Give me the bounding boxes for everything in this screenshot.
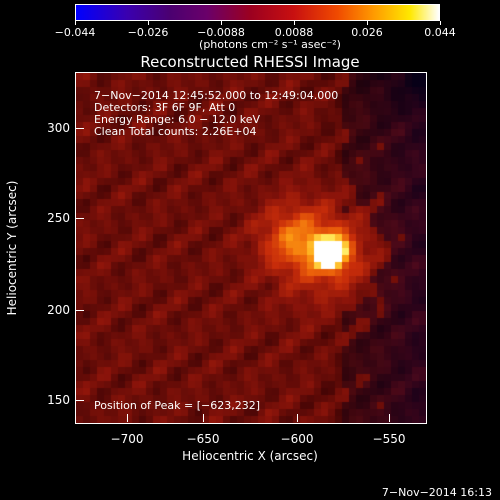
y-tick-mark [76,310,84,311]
colorbar-units: (photons cm⁻² s⁻¹ asec⁻²) [199,38,341,51]
x-tick-label: −600 [280,432,314,446]
y-tick-mark [76,128,84,129]
colorbar [75,4,440,21]
x-tick-mark [389,414,390,422]
footer-timestamp: 7−Nov−2014 16:13 [381,486,492,499]
time-range-label: 7−Nov−2014 12:45:52.000 to 12:49:04.000 [94,89,339,102]
x-tick-label: −700 [110,432,144,446]
image-plot: 7−Nov−2014 12:45:52.000 to 12:49:04.000 … [75,72,427,424]
y-axis-label: Heliocentric Y (arcsec) [5,180,19,316]
x-tick-label: −650 [186,432,220,446]
energy-range-label: Energy Range: 6.0 − 12.0 keV [94,113,261,126]
y-tick-mark [76,400,84,401]
colorbar-tick-label: 0.044 [424,26,456,39]
rhessi-image [76,73,426,423]
x-tick-mark [297,414,298,422]
y-tick-label: 150 [47,393,70,407]
colorbar-tick-mark [294,21,295,25]
x-tick-mark [203,414,204,422]
x-tick-label: −550 [372,432,406,446]
y-tick-label: 300 [47,121,70,135]
x-tick-mark [127,414,128,422]
colorbar-tick-mark [367,21,368,25]
colorbar-tick-label: 0.0088 [274,26,314,39]
peak-position-label: Position of Peak = [−623,232] [94,399,261,412]
y-tick-mark [76,218,84,219]
detectors-label: Detectors: 3F 6F 9F, Att 0 [94,101,236,114]
colorbar-tick-mark [221,21,222,25]
x-axis-label: Heliocentric X (arcsec) [182,449,318,463]
method-label: Clean Total counts: 2.26E+04 [94,125,257,138]
colorbar-tick-mark [148,21,149,25]
colorbar-tick-label: −0.044 [54,26,96,39]
y-tick-label: 250 [47,211,70,225]
colorbar-tick-label: −0.0088 [197,26,245,39]
colorbar-tick-mark [75,21,76,25]
colorbar-tick-mark [440,21,441,25]
colorbar-tick-label: −0.026 [127,26,169,39]
plot-title: Reconstructed RHESSI Image [140,53,360,71]
y-tick-label: 200 [47,303,70,317]
colorbar-tick-label: 0.026 [351,26,383,39]
